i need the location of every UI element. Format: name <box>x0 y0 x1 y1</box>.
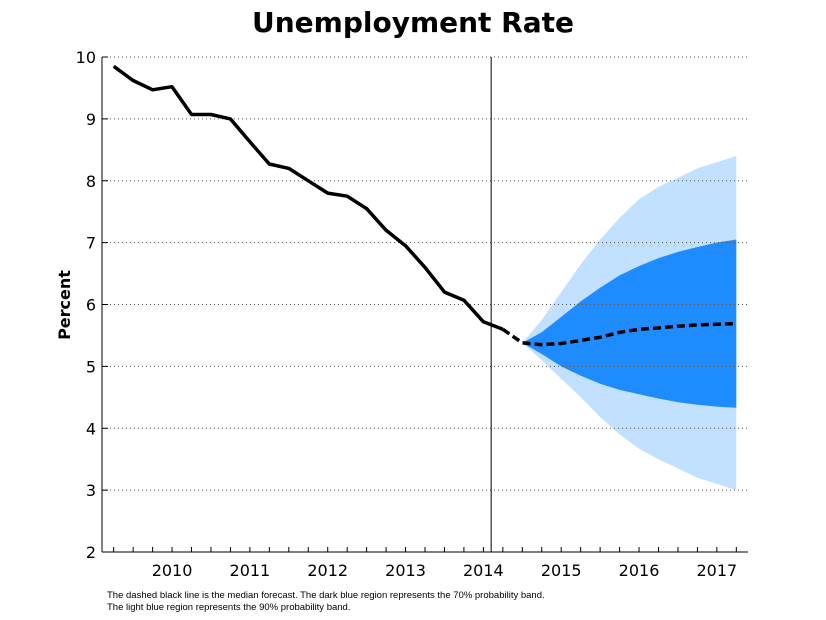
ytick-label-8: 8 <box>86 172 96 191</box>
y-axis-label: Percent <box>55 270 74 340</box>
xtick-label-2012: 2012 <box>307 561 348 580</box>
median-forecast-line <box>501 321 737 347</box>
note-line-2: The light blue region represents the 90%… <box>107 602 351 613</box>
ytick-label-4: 4 <box>86 419 96 438</box>
historical-line <box>112 64 504 331</box>
xtick-label-2017: 2017 <box>697 561 738 580</box>
xtick-label-2010: 2010 <box>152 561 193 580</box>
ytick-label-3: 3 <box>86 481 96 500</box>
ytick-label-10: 10 <box>76 48 96 67</box>
xtick-label-2016: 2016 <box>619 561 660 580</box>
chart-title: Unemployment Rate <box>251 6 575 39</box>
ytick-label-7: 7 <box>86 234 96 253</box>
ytick-label-9: 9 <box>86 110 96 129</box>
axes: 2 3 4 5 6 7 8 9 10 2010 2011 2012 2013 2014 2015 2016 20… <box>76 48 748 580</box>
xtick-label-2011: 2011 <box>230 561 271 580</box>
note-line-1: The dashed black line is the median fore… <box>107 590 545 601</box>
xtick-label-2013: 2013 <box>385 561 426 580</box>
ytick-label-2: 2 <box>86 543 96 562</box>
probability-bands <box>522 156 737 491</box>
xtick-label-2015: 2015 <box>541 561 582 580</box>
series-lines <box>112 64 737 347</box>
chart-notes: The dashed black line is the median fore… <box>107 590 545 614</box>
band-70-percent <box>522 239 737 408</box>
xtick-label-2014: 2014 <box>463 561 504 580</box>
ytick-label-6: 6 <box>86 296 96 315</box>
ytick-label-5: 5 <box>86 357 96 376</box>
